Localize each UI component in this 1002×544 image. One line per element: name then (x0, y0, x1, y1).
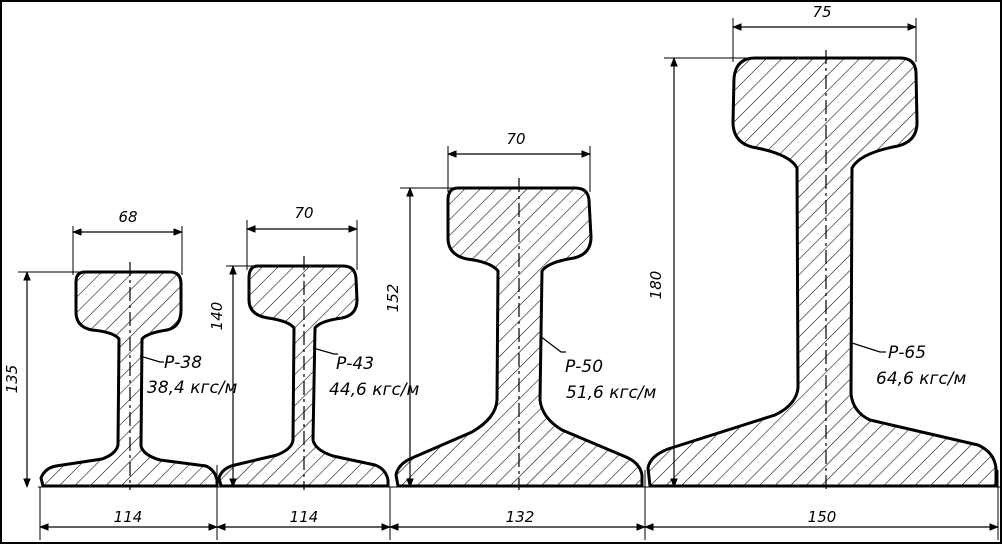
head-width-r43: 70 (294, 204, 313, 222)
rail-mass-r43: 44,6 кгс/м (329, 380, 420, 400)
rail-mass-r50: 51,6 кгс/м (566, 383, 657, 403)
leader-r38 (139, 355, 164, 363)
leader-r65 (851, 342, 886, 353)
rail-profile-r38: 68 135 114 Р-38 38,4 кгс/м (3, 208, 238, 540)
base-width-r43: 114 (290, 508, 319, 526)
height-r50: 152 (384, 284, 402, 313)
height-r38: 135 (3, 365, 21, 394)
rail-type-r65: Р-65 (888, 343, 926, 363)
leader-r43 (312, 347, 338, 355)
rail-profile-r65: 75 180 150 Р-65 64,6 кгс/м (644, 3, 999, 540)
base-width-r38: 114 (114, 508, 143, 526)
base-width-r65: 150 (808, 508, 837, 526)
height-r43: 140 (208, 302, 226, 331)
rail-mass-r65: 64,6 кгс/м (876, 369, 967, 389)
leader-r50 (539, 335, 566, 353)
rail-type-r43: Р-43 (336, 354, 374, 374)
height-r65: 180 (647, 271, 665, 300)
rail-profile-r43: 70 140 114 Р-43 44,6 кгс/м (208, 204, 420, 540)
rail-section-r65 (646, 56, 998, 488)
rail-type-r50: Р-50 (565, 357, 603, 377)
base-width-r50: 132 (506, 508, 535, 526)
head-width-r65: 75 (812, 3, 831, 21)
rail-type-r38: Р-38 (164, 353, 202, 373)
head-width-r50: 70 (506, 130, 525, 148)
rail-mass-r38: 38,4 кгс/м (147, 378, 238, 398)
rail-profile-r50: 70 152 132 Р-50 51,6 кгс/м (384, 130, 657, 540)
head-width-r38: 68 (118, 208, 137, 226)
